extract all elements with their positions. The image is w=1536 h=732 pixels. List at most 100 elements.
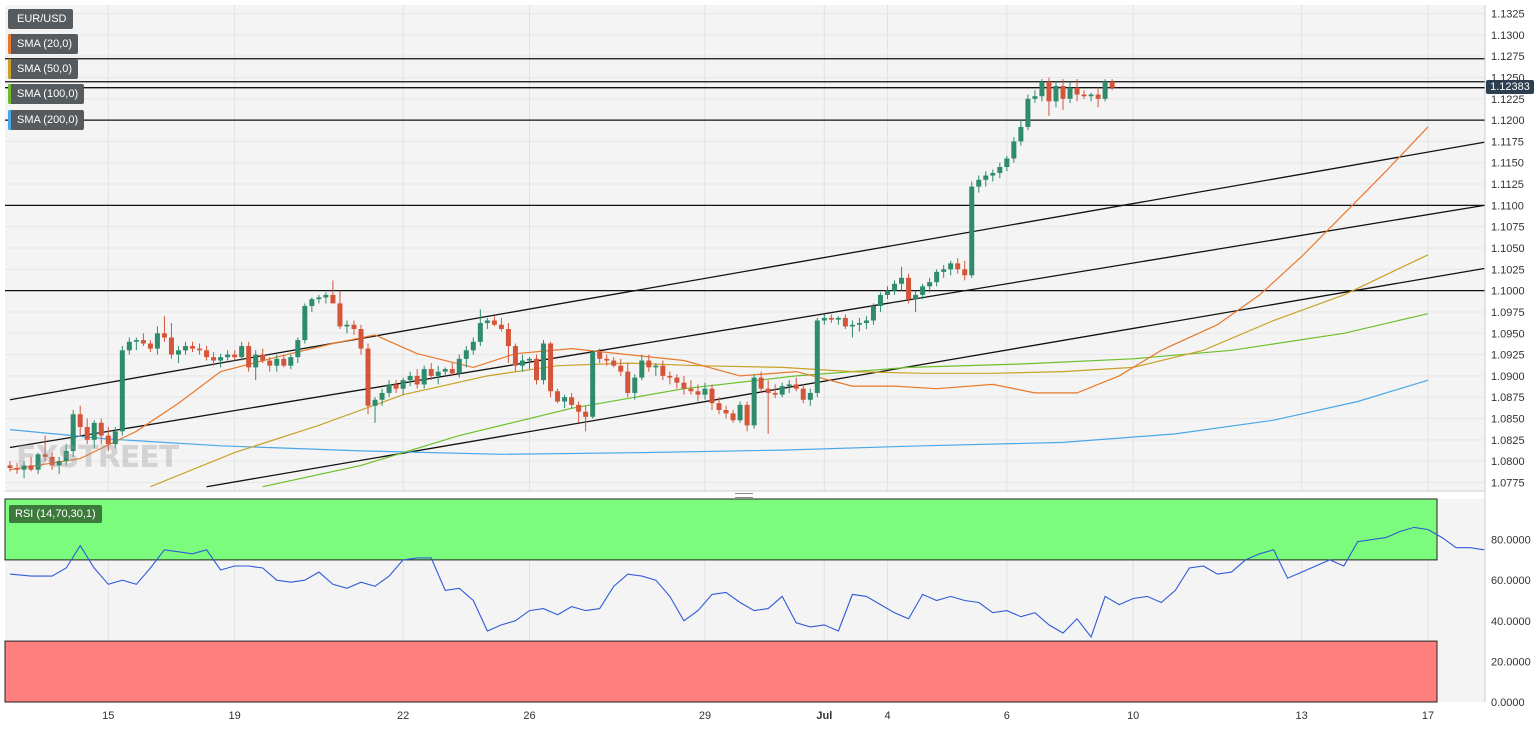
candle	[1095, 87, 1101, 108]
candle-body	[316, 297, 322, 300]
candle-body	[519, 360, 525, 366]
candle	[414, 369, 420, 389]
candle-body	[175, 350, 181, 355]
candle-body	[421, 369, 427, 385]
candle	[990, 169, 996, 182]
candle-body	[35, 454, 41, 470]
rsi-legend[interactable]: RSI (14,70,30,1)	[9, 505, 102, 523]
candle	[28, 456, 34, 472]
symbol-label[interactable]: EUR/USD	[8, 9, 73, 29]
candle-body	[498, 324, 504, 329]
candle	[274, 354, 280, 372]
candle-body	[962, 269, 968, 276]
candle	[611, 357, 617, 368]
last-price-flag: 1.12383	[1486, 80, 1534, 94]
price-axis[interactable]: 1.13251.13001.12751.12501.12251.12001.11…	[1491, 9, 1525, 490]
time-tick-label: 26	[523, 710, 535, 722]
time-axis[interactable]: 15 19 22 26 29 Jul 4 6 10 13 17	[102, 710, 1434, 722]
candle-body	[948, 263, 954, 270]
sma100-legend[interactable]: SMA (100,0)	[8, 84, 85, 104]
price-tick-label: 1.1075	[1491, 222, 1525, 234]
sma200-swatch	[8, 110, 11, 130]
candle	[211, 352, 217, 366]
rsi-tick-label: 40.0000	[1491, 616, 1531, 628]
candle	[197, 343, 203, 355]
candle	[323, 292, 329, 304]
candle	[386, 380, 392, 398]
candle	[597, 348, 603, 364]
price-tick-label: 1.0950	[1491, 328, 1525, 340]
candle	[477, 309, 483, 347]
price-tick-label: 1.1300	[1491, 30, 1525, 42]
candle-body	[211, 357, 217, 361]
candle-body	[168, 337, 174, 355]
candle-body	[218, 357, 224, 361]
candle-body	[779, 386, 785, 395]
rsi-tick-label: 0.0000	[1491, 697, 1525, 709]
candle	[84, 418, 90, 445]
candle	[505, 323, 511, 364]
candle	[456, 354, 462, 378]
candle-body	[246, 346, 252, 368]
horizontal-levels[interactable]	[5, 58, 1485, 292]
candle-body	[611, 360, 617, 366]
candle-body	[428, 369, 434, 376]
candle	[1109, 79, 1115, 91]
candle	[948, 260, 954, 276]
candle-body	[414, 375, 420, 385]
candle-body	[351, 324, 357, 329]
candle	[1060, 79, 1066, 110]
candle-body	[885, 290, 890, 295]
rsi-oversold-zone	[4, 640, 1438, 703]
candle	[1039, 79, 1045, 102]
candle-body	[28, 465, 34, 470]
candle-body	[302, 305, 308, 341]
sma50-swatch	[8, 59, 11, 79]
rsi-tick-label: 20.0000	[1491, 656, 1531, 668]
candle	[955, 258, 961, 274]
candle	[1053, 81, 1059, 108]
candle-body	[267, 360, 273, 366]
candle	[730, 410, 736, 423]
sma20-legend[interactable]: SMA (20,0)	[8, 34, 79, 54]
candle-body	[505, 329, 511, 347]
candle	[737, 401, 743, 423]
candle	[716, 397, 722, 415]
candle-body	[274, 358, 280, 366]
candle-body	[828, 317, 834, 320]
price-tick-label: 1.0850	[1491, 414, 1525, 426]
candle-body	[358, 329, 364, 349]
candle	[449, 363, 455, 376]
sma50-legend[interactable]: SMA (50,0)	[8, 59, 79, 79]
candle	[835, 316, 841, 325]
sma200-label: SMA (200,0)	[17, 114, 79, 126]
candle-body	[183, 346, 188, 351]
candle	[344, 320, 350, 334]
candle	[877, 292, 883, 312]
candle-body	[1088, 94, 1094, 97]
candle-body	[147, 343, 153, 349]
candle	[309, 297, 315, 312]
candle-body	[1011, 141, 1017, 159]
time-tick-label: 19	[229, 710, 241, 722]
sma200-legend[interactable]: SMA (200,0)	[8, 110, 85, 130]
candle-body	[463, 350, 469, 359]
time-tick-label: 4	[884, 710, 890, 722]
rsi-overbought-zone	[4, 498, 1438, 561]
candle-body	[379, 392, 385, 400]
candle-body	[597, 352, 603, 359]
candle	[723, 405, 729, 419]
candle	[204, 346, 210, 361]
candle	[674, 374, 680, 389]
sma20-line	[9, 126, 1429, 471]
candle	[583, 405, 589, 432]
candle	[548, 341, 554, 398]
time-tick-label: Jul	[816, 710, 832, 722]
sma20-label: SMA (20,0)	[17, 38, 73, 50]
candle	[337, 290, 343, 329]
candle	[98, 418, 104, 445]
pane-splitter-handle[interactable]	[735, 493, 753, 498]
candle	[842, 314, 848, 329]
candle	[885, 286, 890, 300]
